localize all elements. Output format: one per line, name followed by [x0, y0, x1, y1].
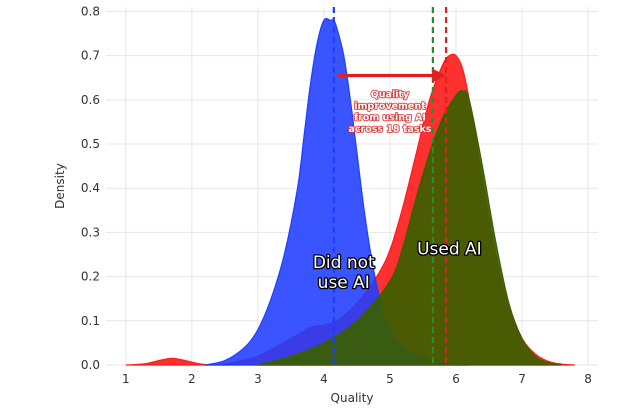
- y-tick-label: 0.3: [81, 225, 100, 239]
- x-tick-label: 6: [452, 372, 460, 386]
- label-used-ai: Used AI: [417, 240, 482, 260]
- y-tick-label: 0.8: [81, 4, 100, 18]
- x-tick-label: 1: [122, 372, 130, 386]
- y-tick-label: 0.0: [81, 358, 100, 372]
- density-areas: [125, 18, 575, 366]
- y-tick-label: 0.1: [81, 314, 100, 328]
- y-tick-label: 0.2: [81, 270, 100, 284]
- improvement-annotation-line: from using AI: [354, 113, 426, 124]
- improvement-arrowhead: [432, 68, 447, 83]
- y-tick-label: 0.5: [81, 137, 100, 151]
- y-axis-label: Density: [53, 163, 67, 209]
- x-tick-label: 2: [188, 372, 196, 386]
- x-tick-label: 5: [386, 372, 394, 386]
- improvement-annotation-line: improvement: [354, 101, 426, 112]
- label-did-not-use-ai: Did not: [313, 253, 375, 273]
- improvement-annotation-line: across 18 tasks: [348, 124, 431, 135]
- label-did-not-use-ai: use AI: [318, 273, 370, 293]
- x-tick-label: 7: [518, 372, 526, 386]
- tick-labels: 1 2 3 4 5 6 7 8 0.0 0.1 0.2 0.3 0.4 0.5 0.6 0.7 0.8: [81, 4, 592, 386]
- x-tick-label: 4: [320, 372, 328, 386]
- x-tick-label: 8: [584, 372, 592, 386]
- y-tick-label: 0.7: [81, 49, 100, 63]
- improvement-annotation-line: Quality: [371, 90, 410, 101]
- x-tick-label: 3: [254, 372, 262, 386]
- y-tick-label: 0.6: [81, 93, 100, 107]
- y-tick-label: 0.4: [81, 181, 100, 195]
- x-axis-label: Quality: [331, 391, 374, 405]
- series-area-used-ai-overlap: [257, 90, 562, 366]
